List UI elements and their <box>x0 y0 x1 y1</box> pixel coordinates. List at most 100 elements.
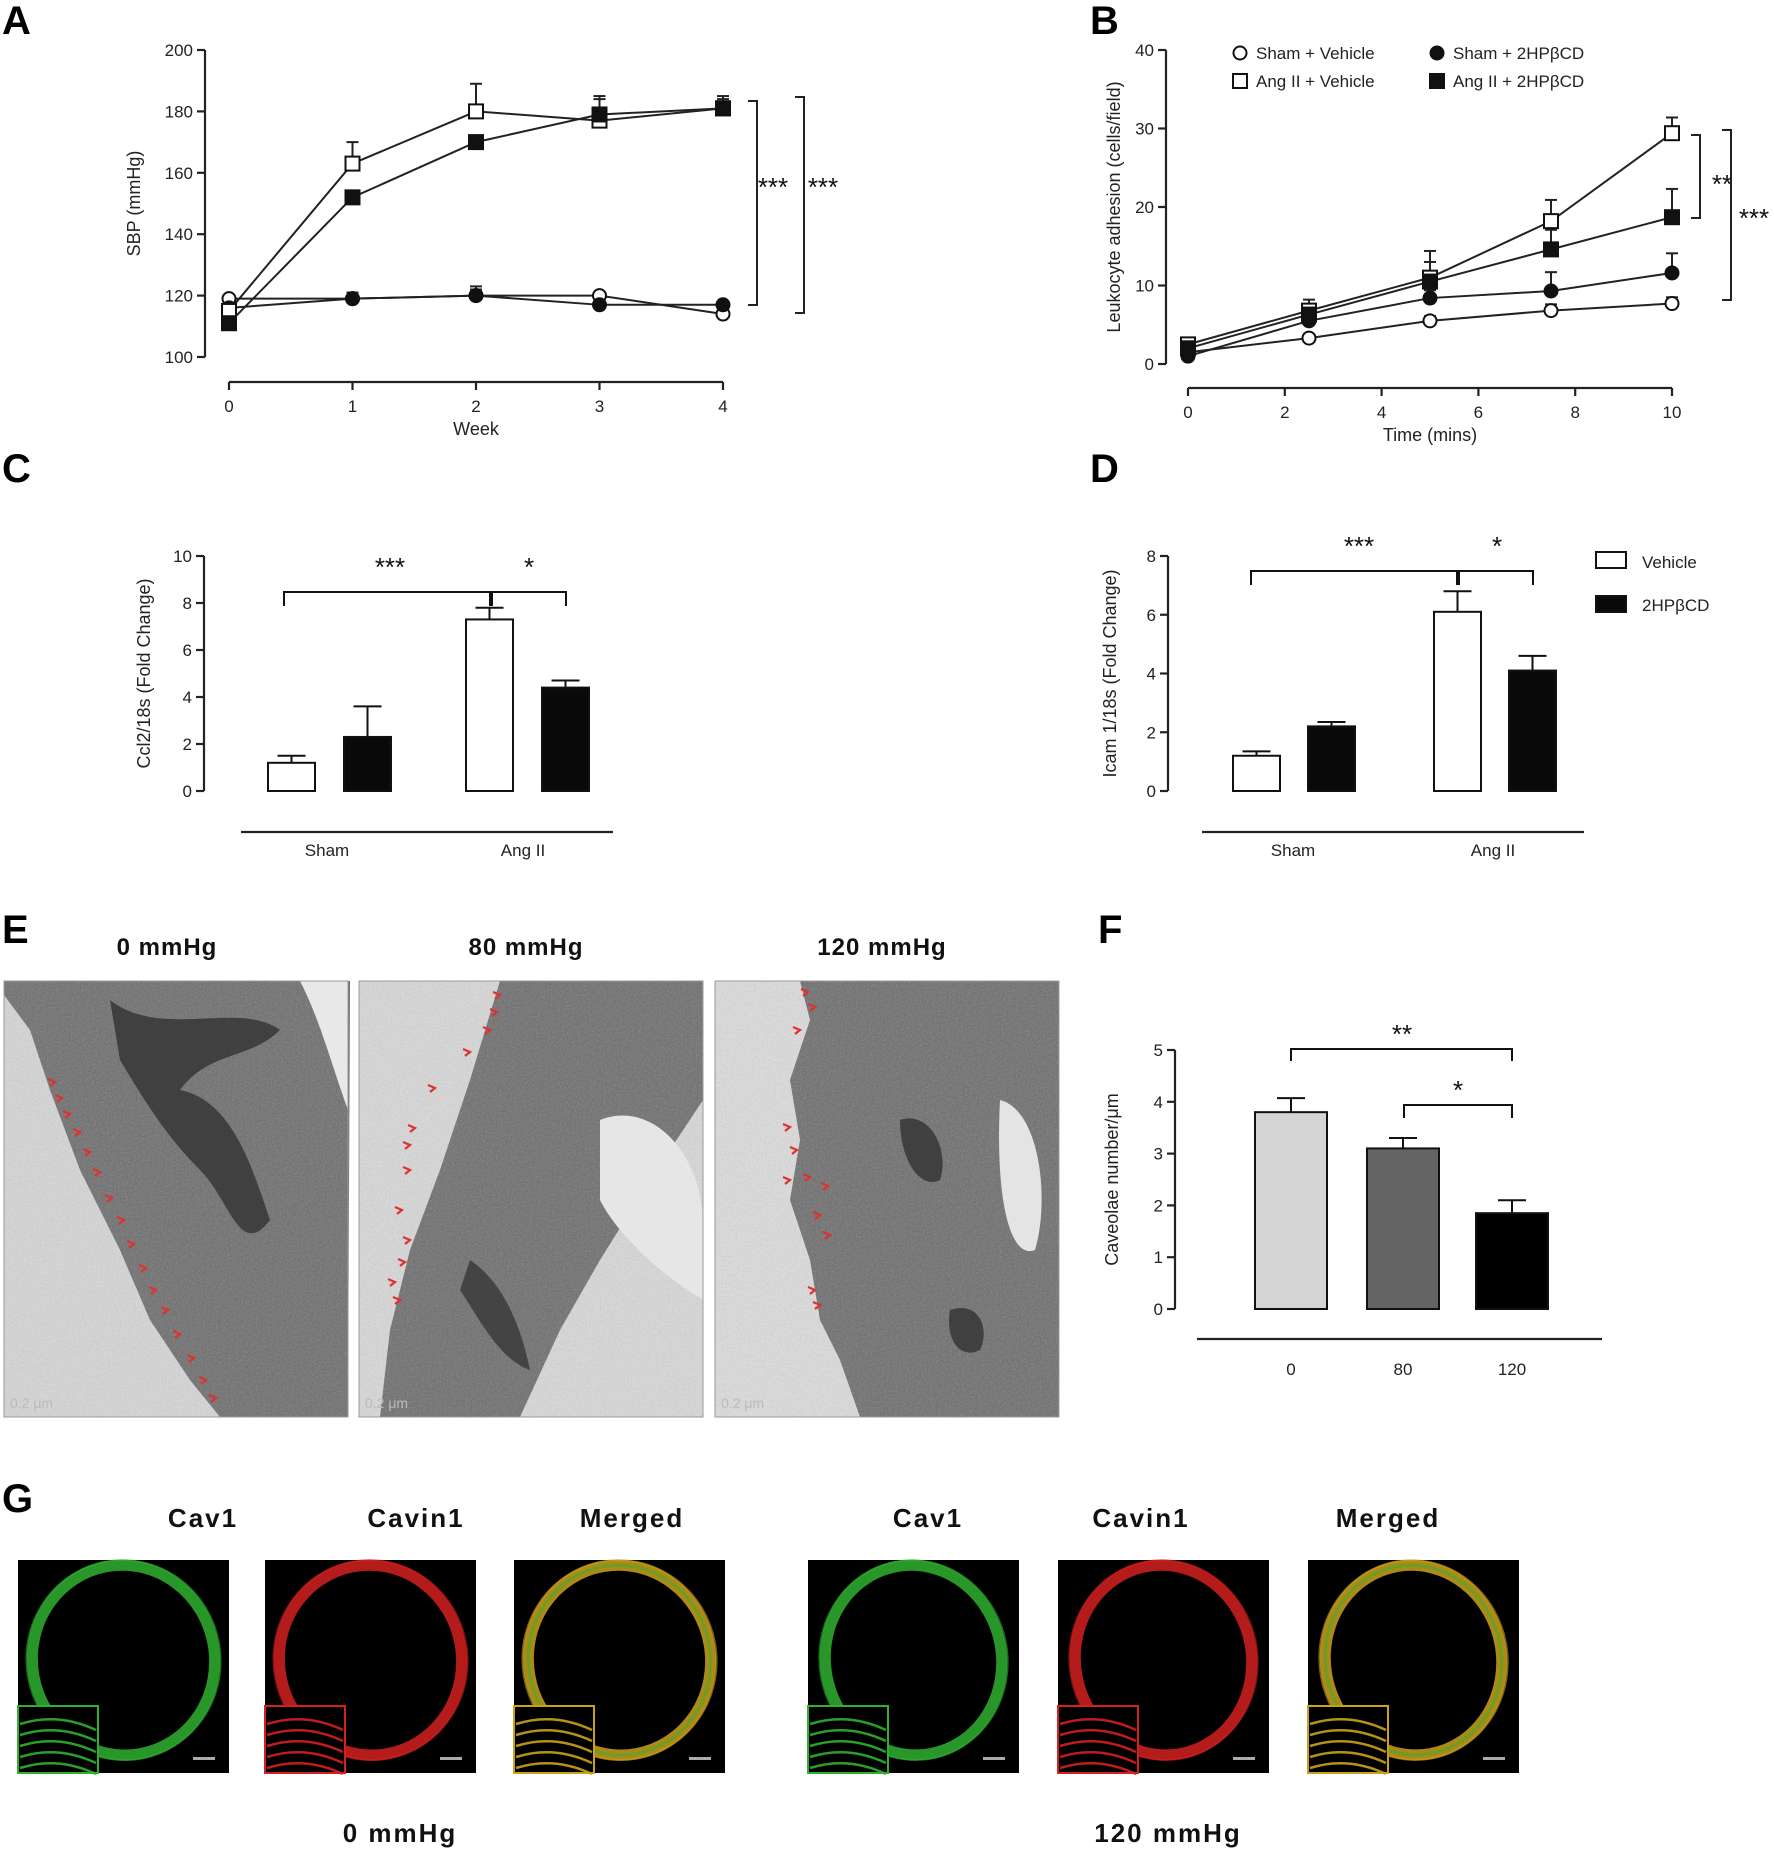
merged-image-120mmhg <box>1307 1559 1519 1776</box>
caveolae-arrow-27 <box>387 1277 398 1287</box>
bar-0-1 <box>1433 610 1482 792</box>
vessel-outer-edge <box>25 1559 222 1762</box>
em-image-120mmhg: 0.2 μm <box>714 980 1060 1418</box>
significance-stars: ** <box>1392 1019 1412 1049</box>
caveolae-arrow-34 <box>782 1175 793 1185</box>
scale-bar <box>440 1757 462 1760</box>
legend-marker-3 <box>1429 73 1445 89</box>
vessel-ring <box>26 1559 221 1761</box>
significance-bracket <box>1722 129 1732 301</box>
vessel-outer-edge <box>818 1559 1009 1761</box>
conf-pressure-0: 0 mmHg <box>343 1818 458 1848</box>
inset-fiber <box>1059 1762 1137 1776</box>
caveolae-arrow-38 <box>822 1230 833 1240</box>
y-tick-label: 10 <box>173 547 192 566</box>
caveolae-arrow-17 <box>489 1007 500 1017</box>
caveolae-arrow-3 <box>72 1127 83 1137</box>
inset-fiber <box>1309 1740 1387 1754</box>
bar-1-1 <box>1508 669 1557 792</box>
vessel-ring <box>273 1559 468 1761</box>
vessel-outer-edge <box>1068 1559 1259 1761</box>
conf-cav1-label-0: Cav1 <box>168 1503 238 1533</box>
legend-swatch-vehicle <box>1595 551 1627 569</box>
inset-fiber <box>515 1740 593 1754</box>
cav1-image-0mmhg <box>17 1559 229 1776</box>
vessel-ring-overlay <box>526 1563 713 1757</box>
zoom-inset <box>807 1705 889 1774</box>
legend-label-0: Sham + Vehicle <box>1256 44 1375 63</box>
caveolae-arrow-36 <box>820 1181 831 1191</box>
legend-marker-1 <box>1429 45 1445 61</box>
y-tick-label: 160 <box>165 164 193 183</box>
significance-bracket <box>1458 570 1534 585</box>
caveolae-arrow-2 <box>62 1109 73 1119</box>
significance-stars: *** <box>808 172 838 202</box>
caveolae-arrow-12 <box>172 1329 183 1339</box>
inset-fiber <box>809 1762 887 1776</box>
y-tick-label: 100 <box>165 348 193 367</box>
caveolae-arrow-14 <box>198 1375 209 1385</box>
category-label: 120 <box>1498 1360 1526 1379</box>
caveolae-arrow-33 <box>789 1145 800 1155</box>
em-scale-120: 0.2 μm <box>721 1395 764 1411</box>
caveolae-arrow-4 <box>82 1147 93 1157</box>
data-point-3-0 <box>1180 340 1196 357</box>
panel-letter-c: C <box>2 447 31 491</box>
bar-1-0 <box>1307 725 1356 792</box>
bar-2 <box>1475 1212 1549 1311</box>
data-point-1-3 <box>592 297 607 313</box>
caveolae-arrow-9 <box>138 1263 149 1273</box>
x-tick-label: 4 <box>718 397 727 416</box>
y-tick-label: 1 <box>1154 1248 1163 1267</box>
y-tick-label: 40 <box>1135 41 1154 60</box>
data-point-0-1 <box>1301 330 1317 346</box>
y-tick-label: 2 <box>1147 723 1156 742</box>
y-axis-label: Leukocyte adhesion (cells/field) <box>1104 81 1124 332</box>
data-point-1-2 <box>468 288 484 304</box>
significance-bracket <box>1290 1048 1513 1061</box>
inset-fiber <box>515 1762 593 1776</box>
legend-marker-0 <box>1232 45 1248 61</box>
caveolae-arrow-30 <box>807 1002 818 1012</box>
inset-fiber <box>1309 1729 1387 1743</box>
significance-stars: *** <box>375 552 405 582</box>
zoom-inset <box>264 1705 346 1774</box>
y-tick-label: 8 <box>183 594 192 613</box>
significance-bracket <box>748 100 758 306</box>
caveolae-arrow-15 <box>208 1393 219 1403</box>
scale-bar <box>1483 1757 1505 1760</box>
data-point-0-2 <box>1422 313 1438 329</box>
scale-bar <box>193 1757 215 1760</box>
data-point-3-3 <box>1543 241 1559 258</box>
data-point-3-2 <box>468 134 484 151</box>
zoom-inset <box>17 1705 99 1774</box>
caveolae-arrow-26 <box>397 1257 408 1267</box>
y-axis-label: Ccl2/18s (Fold Change) <box>134 578 154 768</box>
data-point-2-3 <box>1543 213 1559 230</box>
panel-letter-f: F <box>1098 908 1122 952</box>
zoom-inset <box>1307 1705 1389 1774</box>
x-tick-label: 2 <box>1280 403 1289 422</box>
chart-leukocyte-adhesion: 0 10 20 30 40 0 2 4 6 8 10 Time (mins) Leukocyte adh… <box>1104 41 1769 445</box>
caveolae-arrow-11 <box>160 1305 171 1315</box>
caveolae-arrow-37 <box>812 1210 823 1220</box>
scale-bar <box>983 1757 1005 1760</box>
significance-bracket <box>795 96 805 314</box>
y-tick-label: 0 <box>183 782 192 801</box>
vessel-outer-edge <box>1318 1559 1509 1761</box>
x-axis-label: Week <box>453 419 500 439</box>
caveolae-arrow-29 <box>800 987 811 997</box>
chart-sbp-week: 100 120 140 160 180 200 0 1 2 3 4 Week SBP (mmHg) ***… <box>124 41 838 439</box>
inset-fiber <box>19 1762 97 1776</box>
significance-bracket <box>1691 134 1701 219</box>
legend-swatch-2hpbcd <box>1595 595 1627 613</box>
caveolae-arrow-1 <box>54 1093 65 1103</box>
caveolae-arrow-16 <box>492 990 503 1000</box>
data-point-3-0 <box>221 315 237 332</box>
inset-fiber <box>266 1740 344 1754</box>
y-tick-label: 2 <box>183 735 192 754</box>
legend-label-2: Ang II + Vehicle <box>1256 72 1375 91</box>
y-tick-label: 6 <box>183 641 192 660</box>
caveolae-arrow-24 <box>394 1205 405 1215</box>
conf-cavin1-label-0: Cavin1 <box>367 1503 464 1533</box>
